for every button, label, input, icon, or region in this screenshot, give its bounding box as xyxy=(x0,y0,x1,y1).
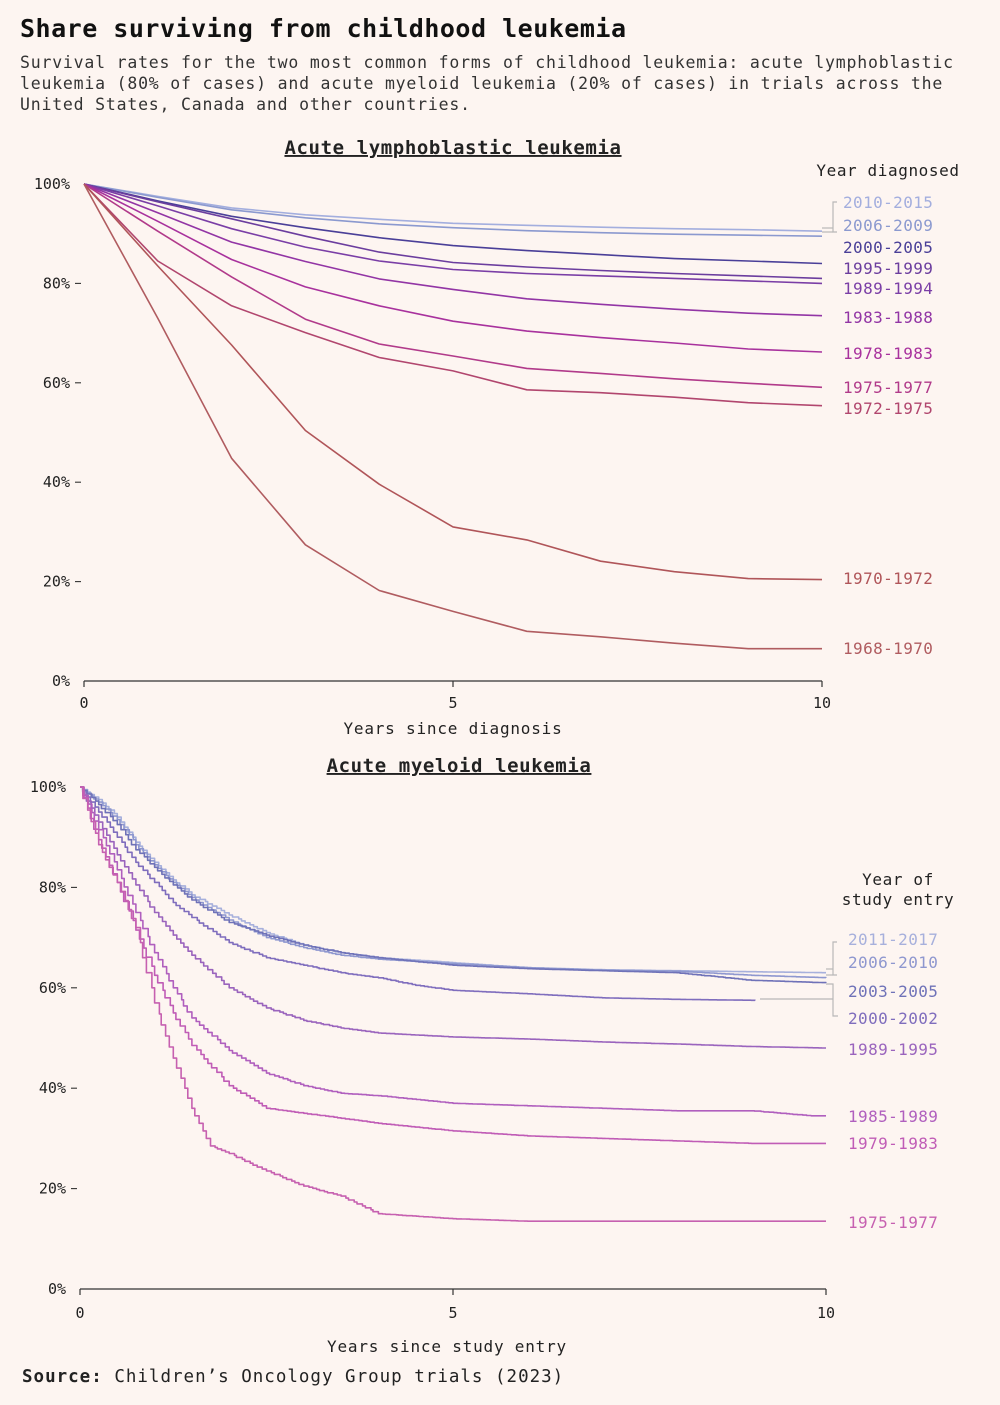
series-label-1975-1977: 1975-1977 xyxy=(848,1213,938,1232)
source-label: Source: xyxy=(22,1367,103,1387)
series-line-1985-1989 xyxy=(80,786,826,1117)
series-line-1968-1970 xyxy=(83,183,822,650)
y-tick-label: 0% xyxy=(52,672,70,690)
y-tick-label: 80% xyxy=(43,274,70,292)
series-label-2010-2015: 2010-2015 xyxy=(843,193,933,212)
source-note: Source: Children’s Oncology Group trials… xyxy=(22,1367,564,1387)
y-tick-label: 60% xyxy=(43,374,70,392)
y-tick-label: 40% xyxy=(39,1079,66,1097)
series-line-1978-1983 xyxy=(83,183,823,353)
series-line-2006-2010 xyxy=(80,786,827,979)
x-axis-label: Years since diagnosis xyxy=(343,719,562,738)
page-title: Share surviving from childhood leukemia xyxy=(20,14,627,43)
series-label-1989-1994: 1989-1994 xyxy=(843,279,933,298)
x-tick-label: 0 xyxy=(79,694,88,712)
series-line-1975-1977 xyxy=(83,183,823,389)
series-group xyxy=(83,183,823,650)
series-label-2011-2017: 2011-2017 xyxy=(848,930,938,949)
legend-title: Year diagnosed xyxy=(816,161,959,180)
series-line-1995-1999 xyxy=(83,183,823,280)
label-bracket xyxy=(832,941,837,976)
series-line-1979-1983 xyxy=(80,786,826,1145)
series-line-2003-2005 xyxy=(80,786,827,984)
series-line-1970-1972 xyxy=(83,183,823,581)
legend-title: study entry xyxy=(842,890,955,909)
x-tick-label: 10 xyxy=(813,694,831,712)
y-tick-label: 20% xyxy=(43,573,70,591)
series-label-2003-2005: 2003-2005 xyxy=(848,982,938,1001)
source-text: Children’s Oncology Group trials (2023) xyxy=(114,1367,565,1387)
series-line-1989-1994 xyxy=(83,183,823,285)
y-tick-label: 80% xyxy=(39,878,66,896)
page-subtitle: Survival rates for the two most common f… xyxy=(20,53,954,114)
label-connector xyxy=(826,983,838,1017)
series-line-2006-2009 xyxy=(83,183,823,237)
x-tick-label: 5 xyxy=(448,694,457,712)
series-label-1983-1988: 1983-1988 xyxy=(843,308,933,327)
y-tick-label: 40% xyxy=(43,473,70,491)
series-label-2000-2002: 2000-2002 xyxy=(848,1009,938,1028)
x-axis-label: Years since study entry xyxy=(327,1337,567,1356)
series-label-2006-2009: 2006-2009 xyxy=(843,216,933,235)
legend-title: Year of xyxy=(862,870,934,889)
series-group xyxy=(80,786,827,1222)
series-line-1983-1988 xyxy=(83,183,823,317)
series-line-1975-1977 xyxy=(80,786,826,1222)
series-label-1968-1970: 1968-1970 xyxy=(843,639,933,658)
label-bracket xyxy=(832,201,837,233)
y-tick-label: 100% xyxy=(30,778,66,796)
series-label-2006-2010: 2006-2010 xyxy=(848,953,938,972)
series-label-1989-1995: 1989-1995 xyxy=(848,1040,938,1059)
series-line-1972-1975 xyxy=(83,183,823,407)
series-line-2011-2017 xyxy=(80,786,826,974)
series-label-2000-2005: 2000-2005 xyxy=(843,238,933,257)
series-label-1995-1999: 1995-1999 xyxy=(843,259,933,278)
series-label-1975-1977: 1975-1977 xyxy=(843,378,933,397)
series-line-2000-2002 xyxy=(80,786,756,1002)
series-label-1972-1975: 1972-1975 xyxy=(843,399,933,418)
x-tick-label: 10 xyxy=(817,1304,835,1322)
y-tick-label: 60% xyxy=(39,979,66,997)
series-label-1970-1972: 1970-1972 xyxy=(843,569,933,588)
series-line-2010-2015 xyxy=(83,183,823,232)
series-line-1989-1995 xyxy=(80,786,826,1049)
x-tick-label: 5 xyxy=(448,1304,457,1322)
y-tick-label: 20% xyxy=(39,1180,66,1198)
series-label-1985-1989: 1985-1989 xyxy=(848,1107,938,1126)
chart-title: Acute myeloid leukemia xyxy=(327,755,592,777)
x-tick-label: 0 xyxy=(75,1304,84,1322)
chart-all: Acute lymphoblastic leukemia Year diagnos… xyxy=(34,137,959,738)
series-label-1978-1983: 1978-1983 xyxy=(843,344,933,363)
y-tick-label: 100% xyxy=(34,175,70,193)
series-line-2000-2005 xyxy=(83,183,823,265)
y-tick-label: 0% xyxy=(48,1280,66,1298)
series-label-1979-1983: 1979-1983 xyxy=(848,1134,938,1153)
chart-title: Acute lymphoblastic leukemia xyxy=(284,137,621,159)
